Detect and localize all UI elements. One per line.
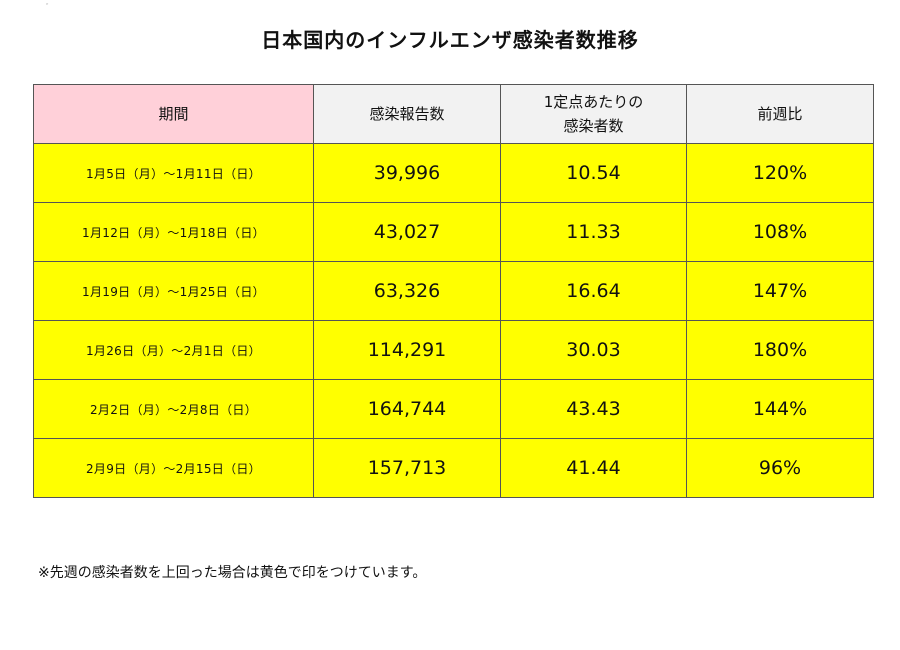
header-reports: 感染報告数 — [313, 84, 501, 144]
footnote: ※先週の感染者数を上回った場合は黄色で印をつけています。 — [38, 565, 427, 581]
cell-week-over-week: 108% — [686, 202, 874, 262]
cell-reports: 43,027 — [313, 202, 501, 262]
table-header-row: 期間 感染報告数 1定点あたりの 感染者数 前週比 — [33, 84, 874, 144]
cell-reports: 157,713 — [313, 438, 501, 498]
table-row: 2月9日（月）～2月15日（日） 157,713 41.44 96% — [33, 438, 874, 498]
header-per-site: 1定点あたりの 感染者数 — [500, 84, 687, 144]
cell-per-site: 16.64 — [500, 261, 687, 321]
cell-period: 1月5日（月）～1月11日（日） — [33, 143, 314, 203]
corner-mark: ᵉ — [46, 2, 49, 9]
cell-period: 2月2日（月）～2月8日（日） — [33, 379, 314, 439]
cell-per-site: 43.43 — [500, 379, 687, 439]
table-row: 1月26日（月）～2月1日（日） 114,291 30.03 180% — [33, 320, 874, 380]
table-row: 2月2日（月）～2月8日（日） 164,744 43.43 144% — [33, 379, 874, 439]
cell-period: 1月19日（月）～1月25日（日） — [33, 261, 314, 321]
cell-per-site: 10.54 — [500, 143, 687, 203]
cell-week-over-week: 144% — [686, 379, 874, 439]
cell-period: 1月12日（月）～1月18日（日） — [33, 202, 314, 262]
header-period: 期間 — [33, 84, 314, 144]
table-row: 1月19日（月）～1月25日（日） 63,326 16.64 147% — [33, 261, 874, 321]
table-row: 1月5日（月）～1月11日（日） 39,996 10.54 120% — [33, 143, 874, 203]
cell-per-site: 11.33 — [500, 202, 687, 262]
header-per-site-line2: 感染者数 — [563, 117, 624, 135]
cell-reports: 63,326 — [313, 261, 501, 321]
cell-week-over-week: 120% — [686, 143, 874, 203]
table-row: 1月12日（月）～1月18日（日） 43,027 11.33 108% — [33, 202, 874, 262]
cell-week-over-week: 180% — [686, 320, 874, 380]
cell-per-site: 30.03 — [500, 320, 687, 380]
page-title: 日本国内のインフルエンザ感染者数推移 — [261, 28, 639, 52]
cell-week-over-week: 147% — [686, 261, 874, 321]
cell-reports: 164,744 — [313, 379, 501, 439]
cell-period: 1月26日（月）～2月1日（日） — [33, 320, 314, 380]
cell-reports: 114,291 — [313, 320, 501, 380]
cell-period: 2月9日（月）～2月15日（日） — [33, 438, 314, 498]
header-week-over-week: 前週比 — [686, 84, 874, 144]
cell-reports: 39,996 — [313, 143, 501, 203]
cell-week-over-week: 96% — [686, 438, 874, 498]
influenza-table: 期間 感染報告数 1定点あたりの 感染者数 前週比 1月5日（月）～1月11日（… — [33, 84, 874, 498]
cell-per-site: 41.44 — [500, 438, 687, 498]
header-per-site-line1: 1定点あたりの — [543, 93, 644, 111]
